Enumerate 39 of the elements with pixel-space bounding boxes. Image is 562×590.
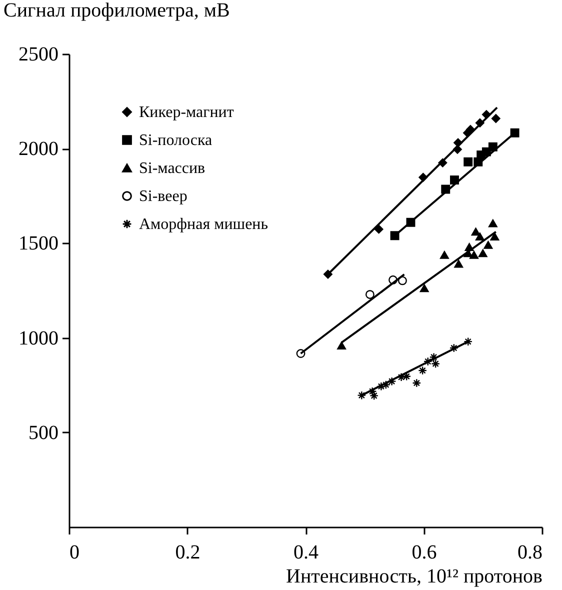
point [478,249,488,258]
point [365,290,374,299]
point [464,157,473,166]
point [470,250,478,259]
point [337,342,346,350]
legend-label: Si-полоска [139,132,212,149]
y-axis-title: Сигнал профилометра, мВ [4,0,230,22]
legend-label: Si-веер [139,188,188,205]
point [420,284,429,292]
x-tick-label: 0.4 [294,542,318,564]
y-tick-label: 1500 [18,232,58,255]
point [449,344,458,352]
legend-label: Кикер-магнит [139,104,234,121]
point [418,366,428,376]
point [490,232,500,241]
x-tick-label: 0 [70,542,80,564]
point [488,219,498,228]
y-tick-label: 2000 [18,138,58,160]
x-tick-label: 0.8 [518,542,542,564]
point [454,260,464,268]
point [471,228,480,236]
point [484,240,493,249]
legend-label: Аморфная мишень [139,216,268,233]
legend-label: Si-массив [139,160,206,177]
x-axis-title: Интенсивность, 10¹² протонов [286,566,542,588]
point [475,232,484,241]
x-tick-label: 0.2 [175,542,200,564]
y-tick-label: 2500 [18,44,58,66]
point [357,390,366,400]
point [412,378,422,388]
y-tick-label: 500 [28,422,58,444]
y-tick-label: 1000 [18,327,58,350]
point [491,114,500,123]
point [431,359,440,368]
point [440,250,449,259]
x-tick-label: 0.6 [412,542,437,564]
point [370,391,379,400]
point [464,337,473,346]
point [374,224,384,234]
